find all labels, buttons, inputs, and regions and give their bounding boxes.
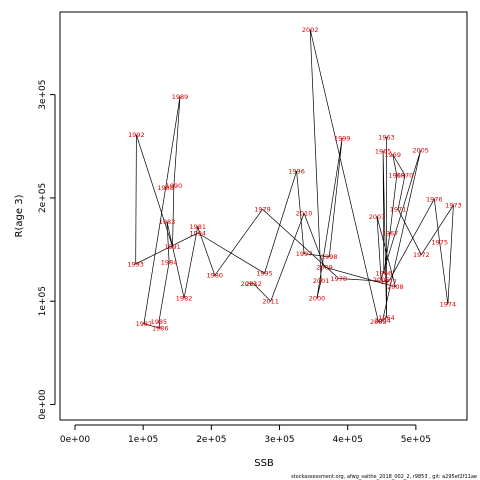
point-label-2005: 2005 [412, 147, 429, 155]
point-label-2012: 2012 [245, 280, 262, 288]
point-label-1997: 1997 [296, 250, 313, 258]
point-label-1998: 1998 [321, 253, 338, 261]
point-label-2008: 2008 [387, 283, 404, 291]
point-label-1999: 1999 [334, 134, 351, 142]
point-label-1964: 1964 [378, 314, 395, 322]
point-label-1989: 1989 [172, 93, 189, 101]
y-axis: 0e+00 1e+05 2e+05 3e+05 [38, 80, 56, 420]
series-path [135, 29, 454, 329]
point-label-2000: 2000 [309, 294, 326, 302]
x-axis: 0e+00 1e+05 2e+05 3e+05 4e+05 5e+05 [60, 424, 431, 445]
point-label-1984: 1984 [161, 258, 178, 266]
point-label-1972: 1972 [413, 251, 430, 259]
x-axis-title: SSB [254, 458, 274, 469]
point-label-2003: 2003 [370, 318, 387, 326]
y-axis-title: R(age 3) [14, 194, 25, 237]
x-tick-label: 1e+05 [128, 435, 158, 445]
point-label-1965: 1965 [375, 148, 392, 156]
point-label-1980: 1980 [206, 272, 223, 280]
point-label-1967: 1967 [382, 229, 399, 237]
point-label-1966: 1966 [376, 270, 393, 278]
point-labels: 1963 1964 1965 1966 1967 1968 1969 1970 1971 1972… [127, 26, 461, 333]
point-label-1982: 1982 [176, 294, 193, 302]
point-label-1993: 1993 [127, 260, 144, 268]
point-label-2013: 2013 [241, 280, 258, 288]
point-label-2002: 2002 [302, 26, 319, 34]
point-label-1992: 1992 [128, 131, 145, 139]
point-label-1963: 1963 [378, 133, 395, 141]
point-label-1991: 1991 [164, 243, 181, 251]
point-label-1995: 1995 [256, 270, 273, 278]
y-tick-label: 0e+00 [38, 389, 48, 420]
point-label-1986: 1986 [152, 324, 169, 332]
point-label-1996: 1996 [288, 167, 305, 175]
point-label-2007: 2007 [369, 213, 386, 221]
point-label-2010: 2010 [296, 210, 313, 218]
footer-note: stockassessment.org, afwg_saithe_2018_00… [291, 474, 477, 480]
point-label-1987: 1987 [136, 320, 153, 328]
y-tick-label: 2e+05 [38, 183, 48, 213]
point-label-2009: 2009 [316, 263, 333, 271]
point-label-1976: 1976 [426, 195, 443, 203]
y-tick-label: 1e+05 [38, 286, 48, 316]
point-label-1988: 1988 [157, 184, 174, 192]
point-label-1977: 1977 [380, 278, 397, 286]
plot-frame [59, 11, 468, 421]
point-label-2001: 2001 [313, 277, 330, 285]
point-label-1990: 1990 [166, 182, 183, 190]
point-label-1978: 1978 [331, 275, 348, 283]
point-label-2004: 2004 [374, 317, 391, 325]
series-line [135, 29, 454, 329]
point-label-1974: 1974 [440, 301, 457, 309]
point-label-1973: 1973 [445, 201, 462, 209]
point-label-2006: 2006 [373, 276, 390, 284]
point-label-1983: 1983 [159, 218, 176, 226]
point-label-1970: 1970 [397, 172, 414, 180]
x-tick-label: 5e+05 [401, 435, 431, 445]
x-tick-label: 0e+00 [60, 435, 91, 445]
point-label-1968: 1968 [389, 172, 406, 180]
y-tick-label: 3e+05 [38, 80, 48, 110]
x-tick-label: 3e+05 [264, 435, 294, 445]
point-label-1994: 1994 [189, 229, 206, 237]
point-label-1975: 1975 [431, 239, 448, 247]
point-label-1969: 1969 [384, 151, 401, 159]
point-label-1985: 1985 [151, 318, 168, 326]
x-tick-label: 4e+05 [333, 435, 363, 445]
point-label-1979: 1979 [254, 206, 271, 214]
point-label-2011: 2011 [262, 298, 279, 306]
x-tick-label: 2e+05 [196, 435, 226, 445]
point-label-1971: 1971 [390, 206, 407, 214]
point-label-1981: 1981 [189, 223, 206, 231]
